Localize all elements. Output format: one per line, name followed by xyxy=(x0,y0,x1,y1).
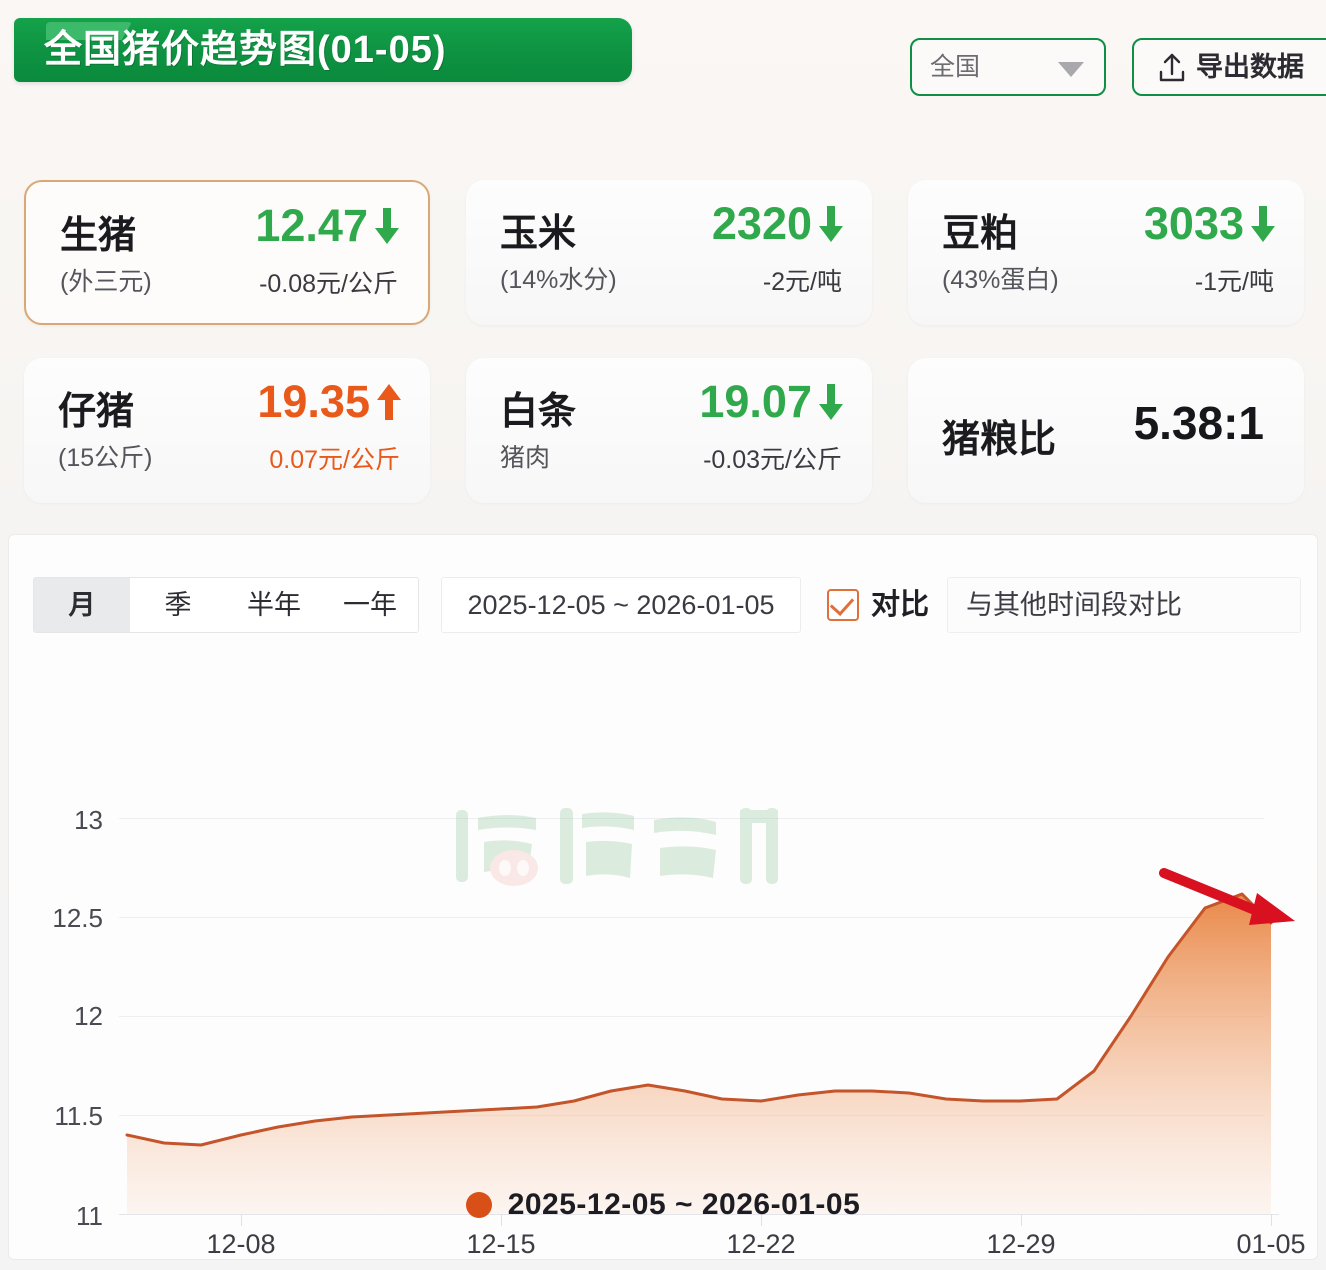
chevron-down-icon xyxy=(1058,62,1084,77)
chart-toolbar: 月 季 半年 一年 2025-12-05 ~ 2026-01-05 对比 与其他… xyxy=(9,535,1319,633)
compare-checkbox[interactable] xyxy=(827,589,859,621)
x-tick-label: 12-22 xyxy=(726,1229,796,1259)
tab-quarter[interactable]: 季 xyxy=(164,590,192,620)
metric-subtitle: (外三元) xyxy=(60,268,152,296)
metric-card-hog[interactable]: 生猪 (外三元) 12.47 -0.08元/公斤 xyxy=(24,180,430,325)
metric-card-soybean-meal[interactable]: 豆粕 (43%蛋白) 3033 -1元/吨 xyxy=(908,180,1304,325)
metric-delta: -0.08元/公斤 xyxy=(259,270,398,298)
export-data-button[interactable]: 导出数据 xyxy=(1132,38,1326,96)
x-tick-label: 01-05 xyxy=(1236,1229,1306,1259)
y-tick-label: 13 xyxy=(74,805,103,835)
metric-value-wrap: 3033 xyxy=(1144,198,1278,250)
metric-value: 5.38:1 xyxy=(1133,397,1264,449)
tab-half-year[interactable]: 半年 xyxy=(247,590,301,620)
metric-subtitle: 猪肉 xyxy=(500,444,551,472)
metric-value-wrap: 19.35 xyxy=(257,376,404,428)
down-trend-arrow-icon xyxy=(1159,868,1295,925)
y-tick-label: 11.5 xyxy=(54,1101,103,1131)
region-select-value: 全国 xyxy=(930,53,981,81)
metric-card-hog-grain-ratio[interactable]: 猪粮比 5.38:1 xyxy=(908,358,1304,503)
metric-name: 玉米 xyxy=(500,213,577,255)
metric-delta: -0.03元/公斤 xyxy=(703,446,842,474)
check-icon xyxy=(829,591,855,616)
metric-subtitle: (15公斤) xyxy=(58,444,153,472)
legend-color-dot xyxy=(465,1192,492,1218)
metric-name: 仔猪 xyxy=(58,391,135,433)
x-tick xyxy=(241,1214,242,1226)
x-tick-label: 12-08 xyxy=(206,1229,276,1259)
metric-name: 生猪 xyxy=(60,215,137,257)
chart-svg xyxy=(125,868,1295,1214)
metric-delta: -2元/吨 xyxy=(762,268,842,296)
region-select[interactable]: 全国 xyxy=(910,38,1106,96)
y-tick-label: 12.5 xyxy=(52,903,103,933)
upload-icon xyxy=(1159,53,1185,82)
chart-legend: 2025-12-05 ~ 2026-01-05 xyxy=(0,1180,1326,1230)
metric-name: 豆粕 xyxy=(942,213,1019,255)
compare-label: 对比 xyxy=(871,589,930,621)
other-period-compare-button[interactable]: 与其他时间段对比 xyxy=(947,577,1301,633)
y-tick-label: 12 xyxy=(74,1001,103,1031)
metric-value-wrap: 2320 xyxy=(712,198,846,250)
x-tick xyxy=(761,1214,762,1226)
metric-card-corn[interactable]: 玉米 (14%水分) 2320 -2元/吨 xyxy=(466,180,872,325)
arrow-down-icon xyxy=(819,206,843,242)
gridline xyxy=(119,818,1264,819)
metric-value: 3033 xyxy=(1143,198,1244,249)
period-tabs: 月 季 半年 一年 xyxy=(33,577,419,633)
date-range-input[interactable]: 2025-12-05 ~ 2026-01-05 xyxy=(441,577,801,633)
gridline xyxy=(119,917,1264,918)
metric-delta: 0.07元/公斤 xyxy=(269,446,400,474)
other-period-compare-label: 与其他时间段对比 xyxy=(966,590,1182,620)
metric-value-wrap: 19.07 xyxy=(699,376,846,428)
metric-value: 12.47 xyxy=(255,200,368,251)
ribbon-fold-decoration xyxy=(46,22,132,40)
x-axis-line xyxy=(119,1214,1279,1215)
arrow-down-icon xyxy=(375,208,399,244)
y-tick-label: 11 xyxy=(76,1201,103,1231)
x-tick xyxy=(1021,1214,1022,1226)
chart-line xyxy=(125,892,1273,1147)
gridline xyxy=(119,1016,1264,1017)
metric-value: 19.07 xyxy=(699,376,812,427)
arrow-down-icon xyxy=(1251,206,1275,242)
x-tick-label: 12-29 xyxy=(986,1229,1056,1259)
export-data-label: 导出数据 xyxy=(1196,52,1304,82)
chart-area-fill xyxy=(127,894,1271,1214)
x-tick-label: 12-15 xyxy=(466,1229,536,1259)
x-tick xyxy=(1271,1214,1272,1226)
metric-value-wrap: 12.47 xyxy=(255,200,402,252)
metric-name: 猪粮比 xyxy=(942,419,1057,461)
x-tick xyxy=(501,1214,502,1226)
metric-cards: 生猪 (外三元) 12.47 -0.08元/公斤 玉米 (14%水分) 2320… xyxy=(0,168,1326,518)
tab-year[interactable]: 一年 xyxy=(343,590,397,620)
legend-label: 2025-12-05 ~ 2026-01-05 xyxy=(507,1188,861,1221)
date-range-value: 2025-12-05 ~ 2026-01-05 xyxy=(467,590,775,620)
metric-subtitle: (14%水分) xyxy=(500,266,617,294)
metric-card-white-strip-pork[interactable]: 白条 猪肉 19.07 -0.03元/公斤 xyxy=(466,358,872,503)
metric-subtitle: (43%蛋白) xyxy=(942,266,1059,294)
title-ribbon: 全国猪价趋势图(01-05) xyxy=(14,18,632,82)
metric-value: 2320 xyxy=(711,198,812,249)
price-trend-chart: 13 12.5 12 11.5 11 xyxy=(9,655,1319,1261)
header: 全国猪价趋势图(01-05) 全国 导出数据 xyxy=(0,0,1326,120)
arrow-down-icon xyxy=(819,384,843,420)
chart-panel: 月 季 半年 一年 2025-12-05 ~ 2026-01-05 对比 与其他… xyxy=(8,534,1318,1260)
metric-card-piglet[interactable]: 仔猪 (15公斤) 19.35 0.07元/公斤 xyxy=(24,358,430,503)
page-title: 全国猪价趋势图(01-05) xyxy=(44,29,447,71)
metric-name: 白条 xyxy=(500,391,577,433)
tab-month[interactable]: 月 xyxy=(34,578,130,632)
arrow-up-icon xyxy=(377,384,401,420)
metric-value: 19.35 xyxy=(257,376,370,427)
metric-value-wrap: 5.38:1 xyxy=(1134,396,1264,450)
metric-delta: -1元/吨 xyxy=(1194,268,1274,296)
